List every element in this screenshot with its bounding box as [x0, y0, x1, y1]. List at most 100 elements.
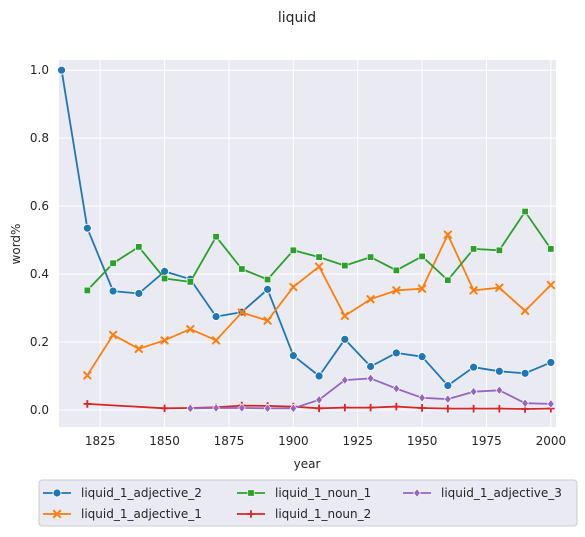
data-point: [392, 402, 401, 411]
data-point: [392, 383, 401, 394]
data-point: [418, 393, 426, 403]
data-point: [413, 488, 421, 498]
data-point: [418, 404, 426, 412]
x-axis-label: year: [294, 457, 321, 471]
data-point: [211, 312, 221, 321]
data-point: [495, 246, 503, 254]
data-point: [366, 362, 375, 371]
x-tick-label: 2000: [536, 434, 567, 448]
data-point: [263, 284, 272, 294]
data-point: [160, 336, 169, 345]
x-tick-label: 1900: [278, 434, 309, 448]
data-point: [83, 400, 92, 408]
grid-lines: [59, 60, 556, 427]
data-point: [247, 510, 255, 518]
data-point: [52, 488, 62, 498]
data-point: [469, 362, 478, 372]
data-point: [520, 368, 530, 378]
series-group: [83, 230, 556, 380]
data-point: [238, 265, 246, 273]
data-point: [546, 280, 556, 290]
data-point: [418, 252, 426, 260]
data-point: [521, 208, 529, 216]
data-point: [341, 262, 349, 270]
plot-area: [59, 60, 556, 427]
data-point: [108, 330, 118, 340]
data-point: [315, 395, 323, 405]
legend-frame: [38, 479, 578, 527]
data-point: [83, 371, 92, 380]
data-point: [315, 253, 323, 261]
data-point: [469, 386, 478, 397]
x-tick-label: 1850: [149, 434, 180, 448]
series-layer: [57, 65, 556, 413]
data-point: [108, 286, 118, 296]
data-point: [52, 509, 62, 519]
data-point: [247, 489, 255, 497]
data-point: [392, 266, 400, 274]
legend-label: liquid_1_adjective_1: [81, 507, 202, 521]
data-point: [469, 286, 478, 295]
y-tick-label: 0.4: [30, 267, 49, 281]
data-point: [314, 371, 324, 381]
data-point: [134, 289, 144, 298]
data-point: [211, 336, 221, 345]
data-point: [315, 404, 323, 413]
y-tick-label: 0.2: [30, 335, 49, 349]
x-tick-label: 1925: [342, 434, 373, 448]
x-tick-label: 1975: [471, 434, 502, 448]
data-point: [135, 243, 143, 251]
data-point: [520, 306, 530, 315]
data-point: [443, 230, 453, 239]
data-point: [289, 282, 298, 292]
chart-title: liquid: [278, 10, 316, 26]
data-point: [341, 403, 349, 412]
data-point: [494, 366, 504, 376]
data-point: [212, 233, 220, 241]
data-point: [314, 262, 324, 271]
data-point: [238, 403, 246, 413]
data-point: [341, 375, 349, 385]
data-point: [417, 352, 427, 362]
data-point: [546, 358, 556, 367]
data-point: [547, 245, 555, 253]
data-point: [186, 324, 195, 334]
data-point: [366, 403, 375, 412]
y-tick-label: 0.6: [30, 199, 49, 213]
x-tick-label: 1825: [85, 434, 116, 448]
data-point: [547, 399, 555, 409]
data-point: [470, 245, 478, 253]
data-point: [288, 351, 298, 361]
data-point: [444, 404, 452, 413]
data-point: [264, 276, 272, 284]
data-point: [109, 259, 117, 267]
y-axis-label: word%: [9, 224, 23, 265]
y-tick-label: 1.0: [30, 63, 49, 77]
data-point: [186, 403, 195, 413]
data-point: [444, 394, 452, 404]
data-point: [469, 404, 478, 413]
data-point: [495, 404, 504, 413]
data-point: [289, 403, 298, 413]
series-group: [57, 65, 556, 390]
data-point: [417, 284, 427, 293]
data-point: [495, 283, 504, 292]
data-point: [495, 385, 504, 395]
legend-label: liquid_1_noun_1: [275, 486, 371, 500]
data-point: [212, 403, 220, 413]
legend-label: liquid_1_adjective_2: [81, 486, 202, 500]
data-point: [160, 404, 169, 413]
data-point: [366, 295, 375, 304]
x-tick-label: 1875: [214, 434, 245, 448]
data-point: [134, 344, 144, 354]
data-point: [444, 276, 452, 284]
x-tick-labels: 1825 1850 1875 1900 1925 1950 1975 2000: [85, 434, 566, 448]
data-point: [82, 223, 92, 233]
data-point: [186, 278, 194, 286]
x-tick-label: 1950: [407, 434, 438, 448]
data-point: [392, 286, 401, 295]
series-group: [186, 373, 555, 413]
series-group: [83, 208, 555, 294]
data-point: [366, 373, 375, 384]
